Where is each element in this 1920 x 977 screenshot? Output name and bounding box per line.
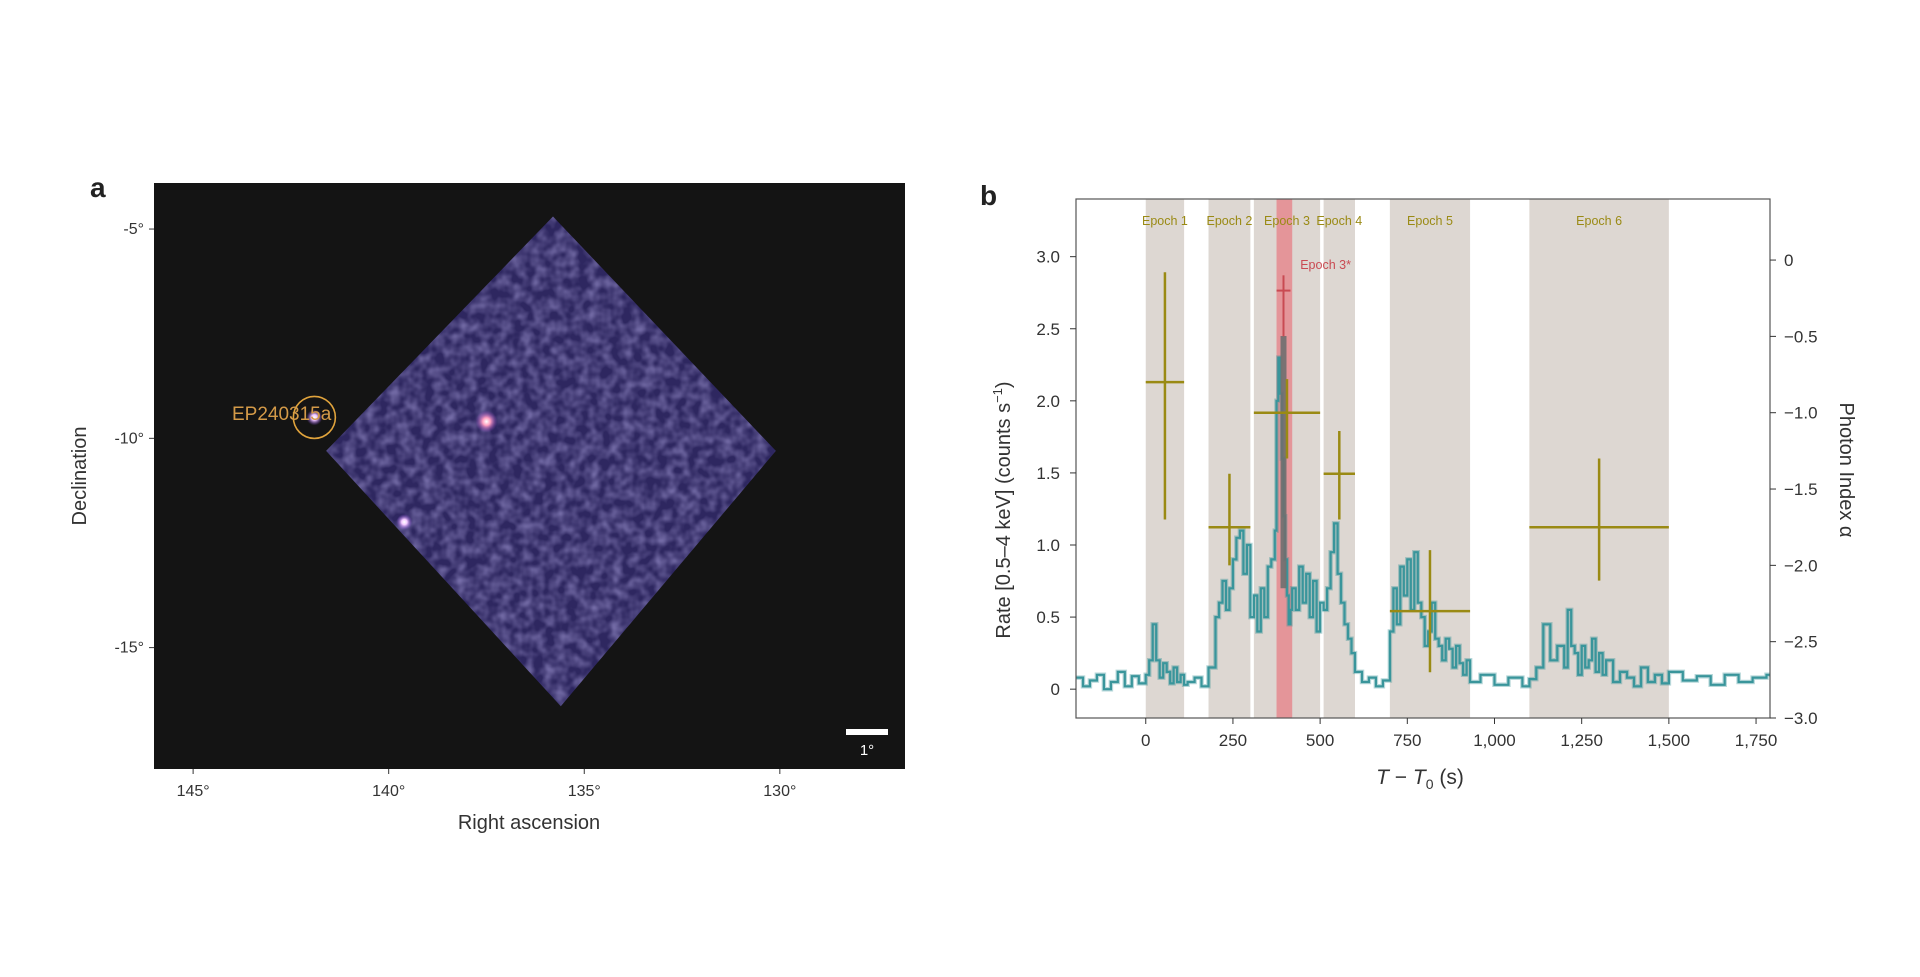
photon-index-point bbox=[1323, 431, 1355, 520]
epoch-label: Epoch 5 bbox=[1407, 214, 1453, 228]
photon-index-point-3star bbox=[1276, 275, 1291, 337]
bright-source bbox=[475, 410, 498, 433]
light-curve-shadow bbox=[1076, 355, 1770, 692]
panel-b-y2label: Photon Index α bbox=[1835, 403, 1857, 538]
bright-source bbox=[396, 514, 413, 531]
panel-b-y2tick-label: −1.5 bbox=[1784, 480, 1818, 499]
panel-b-ytick-label: 0 bbox=[1051, 680, 1060, 699]
panel-b-xlabel: T − T0 (s) bbox=[1376, 766, 1464, 792]
scale-bar-label: 1° bbox=[860, 742, 874, 759]
panel-a-ytick-label: -10° bbox=[114, 430, 144, 447]
panel-b-xtick-label: 250 bbox=[1219, 731, 1247, 750]
source-circle bbox=[292, 395, 337, 440]
bright-source bbox=[306, 409, 323, 426]
panel-a-letter: a bbox=[90, 172, 106, 203]
panel-b-y2tick-label: −2.5 bbox=[1784, 633, 1818, 652]
panel-b-y2tick-label: −3.0 bbox=[1784, 709, 1818, 728]
panel-b-frame bbox=[1075, 198, 1771, 719]
epoch-label: Epoch 4 bbox=[1316, 214, 1362, 228]
photon-index-point bbox=[1529, 458, 1669, 581]
photon-index-point bbox=[1145, 272, 1185, 520]
scale-bar bbox=[846, 729, 888, 735]
panel-b-y2tick-label: −1.0 bbox=[1784, 404, 1818, 423]
panel-b-ytick-label: 2.0 bbox=[1036, 392, 1060, 411]
panel-a-xtick-label: 145° bbox=[177, 783, 210, 800]
panel-b-ytick-label: 3.0 bbox=[1036, 248, 1060, 267]
panel-b-xtick-label: 0 bbox=[1141, 731, 1150, 750]
light-curve bbox=[1076, 356, 1770, 691]
panel-b-xtick-label: 1,250 bbox=[1560, 731, 1603, 750]
panel-a-ytick-label: -5° bbox=[123, 221, 144, 238]
epoch-label: Epoch 3 bbox=[1264, 214, 1310, 228]
panel-b-xtick-label: 1,000 bbox=[1473, 731, 1516, 750]
panel-a-xtick-label: 130° bbox=[763, 783, 796, 800]
panel-b-y2tick-label: −2.0 bbox=[1784, 556, 1818, 575]
epoch-3star-label: Epoch 3* bbox=[1300, 258, 1351, 272]
panel-b-letter: b bbox=[980, 180, 998, 211]
panel-b-xtick-label: 1,500 bbox=[1648, 731, 1691, 750]
epoch-label: Epoch 6 bbox=[1576, 214, 1622, 228]
panel-b-xtick-label: 1,750 bbox=[1735, 731, 1778, 750]
panel-a-xlabel: Right ascension bbox=[458, 812, 600, 834]
photon-index-point bbox=[1208, 473, 1251, 566]
epoch-label: Epoch 2 bbox=[1207, 214, 1253, 228]
panel-b-ytick-label: 1.5 bbox=[1036, 464, 1060, 483]
photon-index-point bbox=[1389, 550, 1471, 673]
panel-b-y2tick-label: −0.5 bbox=[1784, 327, 1818, 346]
panel-b-ytick-label: 1.0 bbox=[1036, 536, 1060, 555]
panel-a-xtick-label: 140° bbox=[372, 783, 405, 800]
sky-field-noise bbox=[326, 216, 776, 707]
photon-index-point bbox=[1253, 379, 1321, 459]
panel-a-ylabel: Declination bbox=[69, 427, 91, 526]
source-label: EP240315a bbox=[232, 404, 332, 425]
panel-b-xtick-label: 750 bbox=[1393, 731, 1421, 750]
panel-b-ylabel: Rate [0.5–4 keV] (counts s−1) bbox=[990, 381, 1015, 638]
panel-a-xtick-label: 135° bbox=[568, 783, 601, 800]
panel-b-y2tick-label: 0 bbox=[1784, 251, 1793, 270]
panel-b-ytick-label: 0.5 bbox=[1036, 608, 1060, 627]
panel-b-ytick-label: 2.5 bbox=[1036, 320, 1060, 339]
panel-a-ytick-label: -15° bbox=[114, 640, 144, 657]
epoch-label: Epoch 1 bbox=[1142, 214, 1188, 228]
panel-b-xtick-label: 500 bbox=[1306, 731, 1334, 750]
